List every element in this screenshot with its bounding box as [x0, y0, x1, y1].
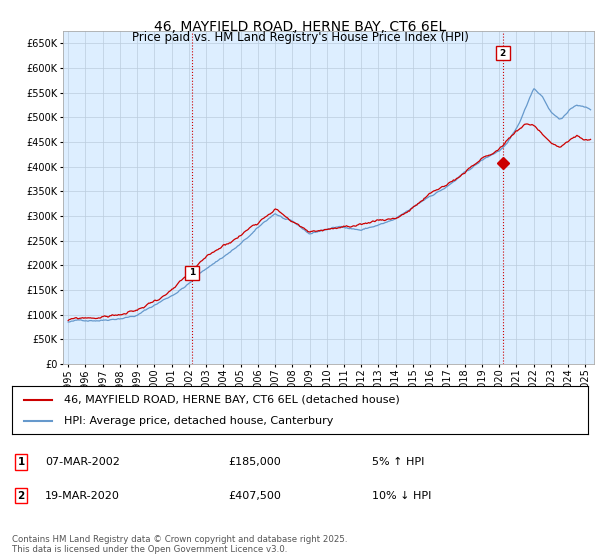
Text: £407,500: £407,500 [228, 491, 281, 501]
Text: Price paid vs. HM Land Registry's House Price Index (HPI): Price paid vs. HM Land Registry's House … [131, 31, 469, 44]
Text: 10% ↓ HPI: 10% ↓ HPI [372, 491, 431, 501]
Text: 19-MAR-2020: 19-MAR-2020 [45, 491, 120, 501]
Text: 2: 2 [17, 491, 25, 501]
Text: Contains HM Land Registry data © Crown copyright and database right 2025.
This d: Contains HM Land Registry data © Crown c… [12, 535, 347, 554]
Text: £185,000: £185,000 [228, 457, 281, 467]
Text: 2: 2 [500, 49, 506, 58]
Text: 07-MAR-2002: 07-MAR-2002 [45, 457, 120, 467]
Text: 46, MAYFIELD ROAD, HERNE BAY, CT6 6EL (detached house): 46, MAYFIELD ROAD, HERNE BAY, CT6 6EL (d… [64, 395, 400, 405]
Text: 46, MAYFIELD ROAD, HERNE BAY, CT6 6EL: 46, MAYFIELD ROAD, HERNE BAY, CT6 6EL [154, 20, 446, 34]
Text: HPI: Average price, detached house, Canterbury: HPI: Average price, detached house, Cant… [64, 416, 333, 426]
Text: 1: 1 [17, 457, 25, 467]
Text: 1: 1 [189, 268, 195, 277]
Text: 5% ↑ HPI: 5% ↑ HPI [372, 457, 424, 467]
